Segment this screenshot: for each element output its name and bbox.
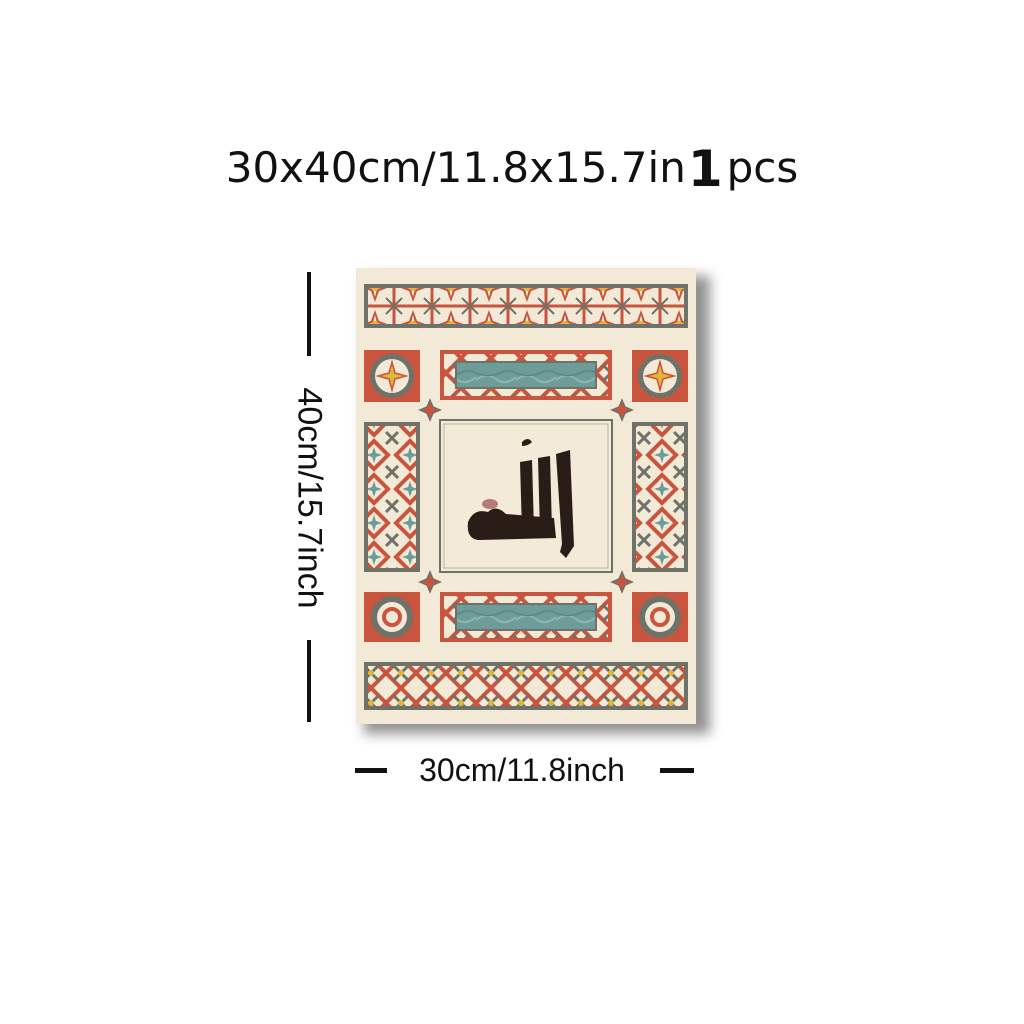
small-star-ornaments [418, 398, 634, 594]
height-dimension-line-top [307, 272, 311, 356]
bottom-marble-panel [440, 592, 612, 642]
size-text: 30x40cm/11.8x15.7in [225, 143, 686, 192]
poster-art-svg [356, 268, 696, 724]
width-dimension-line-right [660, 768, 694, 773]
top-marble-panel [440, 350, 612, 400]
calligraphy-mark [467, 439, 574, 558]
right-vertical-band [632, 422, 688, 572]
corner-rosettes [364, 350, 688, 642]
width-dimension-label: 30cm/11.8inch [419, 752, 625, 788]
width-dimension-line-left [355, 768, 387, 773]
product-size-title: 30x40cm/11.8x15.7in1pcs [0, 140, 1024, 198]
quantity-number: 1 [687, 140, 723, 198]
height-dimension-label: 40cm/15.7inch [290, 387, 329, 609]
left-vertical-band [364, 422, 420, 572]
poster-artwork [356, 268, 696, 724]
height-dimension-line-bottom [307, 640, 311, 722]
bottom-border-band [364, 662, 688, 710]
top-border-band [364, 284, 688, 328]
quantity-unit: pcs [726, 143, 799, 192]
center-calligraphy-panel [439, 419, 613, 573]
